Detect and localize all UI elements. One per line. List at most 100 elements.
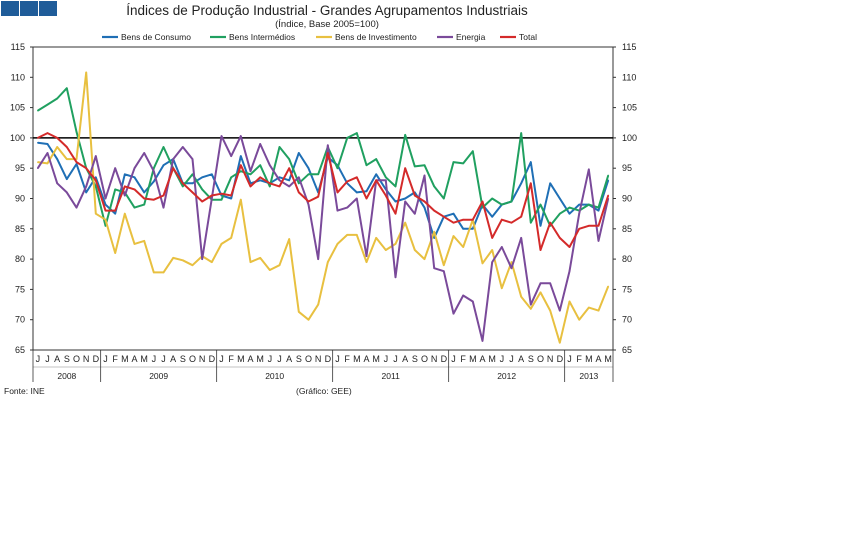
x-month-label: S xyxy=(412,354,418,364)
x-month-label: F xyxy=(112,354,118,364)
y-tick-label-left: 75 xyxy=(15,284,25,294)
data-point xyxy=(114,188,116,191)
graph-credit: (Gráfico: GEE) xyxy=(296,386,352,396)
data-point xyxy=(549,309,551,312)
data-point xyxy=(559,237,561,239)
legend-label: Bens Intermédios xyxy=(229,32,295,42)
data-point xyxy=(278,146,281,148)
data-point xyxy=(530,221,532,224)
data-point xyxy=(182,185,184,188)
data-point xyxy=(481,200,484,203)
data-point xyxy=(269,269,271,271)
data-point xyxy=(114,252,116,254)
x-month-label: A xyxy=(479,354,485,364)
data-point xyxy=(124,185,126,188)
data-point xyxy=(259,176,261,179)
data-point xyxy=(46,162,49,165)
data-point xyxy=(220,194,223,197)
data-point xyxy=(510,200,513,203)
data-point xyxy=(191,173,194,176)
series-energia xyxy=(36,135,610,342)
x-month-label: J xyxy=(393,354,398,364)
data-point xyxy=(143,197,145,200)
y-tick-label-right: 75 xyxy=(622,284,632,294)
x-year-label: 2009 xyxy=(149,371,168,381)
data-point xyxy=(104,209,107,212)
data-point xyxy=(240,170,242,173)
x-month-label: J xyxy=(161,354,166,364)
data-point xyxy=(414,212,416,215)
x-month-label: M xyxy=(121,354,129,364)
x-month-label: J xyxy=(451,354,456,364)
data-point xyxy=(452,212,455,215)
x-month-label: F xyxy=(228,354,234,364)
data-point xyxy=(307,167,310,169)
data-point xyxy=(46,103,49,106)
data-point xyxy=(211,173,213,176)
x-year-label: 2013 xyxy=(579,371,598,381)
data-point xyxy=(220,135,223,137)
x-month-label: A xyxy=(131,354,137,364)
x-month-label: M xyxy=(140,354,148,364)
data-point xyxy=(104,197,107,200)
data-point xyxy=(327,152,329,154)
data-point xyxy=(114,167,116,169)
y-tick-label-right: 85 xyxy=(622,224,632,234)
data-point xyxy=(143,240,145,242)
y-tick-label-right: 80 xyxy=(622,254,632,264)
data-point xyxy=(85,191,87,194)
x-month-label: A xyxy=(595,354,601,364)
y-tick-label-left: 90 xyxy=(15,194,25,204)
data-point xyxy=(278,264,281,266)
data-point xyxy=(491,237,493,239)
data-point xyxy=(539,224,542,227)
x-month-label: D xyxy=(209,354,216,364)
y-axis-left: 65 70 75 80 85 90 95 100 105 110 115 xyxy=(10,42,33,355)
data-point xyxy=(394,200,397,203)
data-point xyxy=(501,287,503,289)
data-point xyxy=(95,155,97,157)
x-month-label: A xyxy=(54,354,60,364)
data-point xyxy=(201,176,203,179)
data-point xyxy=(365,261,368,263)
data-point xyxy=(75,206,78,209)
data-point xyxy=(394,212,397,215)
data-point xyxy=(288,167,290,169)
data-point xyxy=(172,257,174,259)
data-point xyxy=(414,165,416,168)
data-point xyxy=(375,179,377,182)
x-month-label: J xyxy=(45,354,50,364)
data-point xyxy=(317,303,319,306)
y-tick-label-right: 105 xyxy=(622,103,637,113)
data-point xyxy=(269,182,271,185)
data-point xyxy=(288,179,290,182)
data-point xyxy=(433,267,435,269)
data-point xyxy=(230,197,232,200)
data-point xyxy=(124,212,126,215)
data-point xyxy=(307,203,310,206)
y-axis-right: 65 70 75 80 85 90 95 100 105 110 115 xyxy=(613,42,637,355)
data-point xyxy=(46,132,49,134)
data-point xyxy=(249,185,252,188)
x-month-label: F xyxy=(460,354,466,364)
data-point xyxy=(472,300,474,303)
data-point xyxy=(346,234,348,236)
logo-block-3 xyxy=(39,1,57,16)
data-point xyxy=(298,176,300,179)
x-month-label: D xyxy=(441,354,448,364)
data-point xyxy=(394,243,397,245)
x-month-label: M xyxy=(237,354,245,364)
data-point xyxy=(501,203,503,206)
data-point xyxy=(317,173,319,176)
data-point xyxy=(278,176,281,179)
data-point xyxy=(85,185,87,188)
data-point xyxy=(578,203,580,206)
data-point xyxy=(220,198,223,201)
data-point xyxy=(520,215,522,218)
data-point xyxy=(365,197,368,200)
data-point xyxy=(288,158,290,160)
chart-title: Índices de Produção Industrial - Grandes… xyxy=(126,3,528,18)
data-point xyxy=(394,276,397,279)
x-month-label: J xyxy=(567,354,572,364)
data-point xyxy=(95,179,97,182)
